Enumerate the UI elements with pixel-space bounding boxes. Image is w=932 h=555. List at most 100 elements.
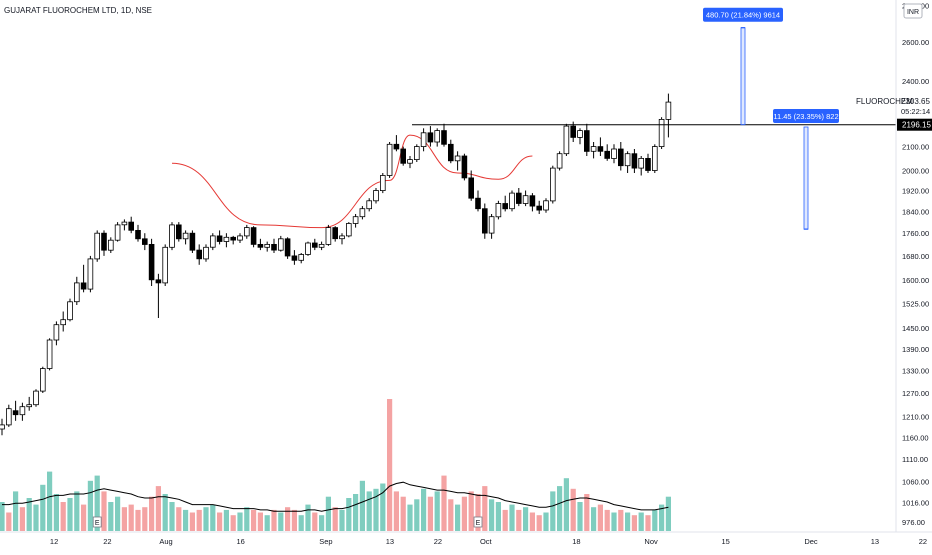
volume-bar [468, 491, 474, 531]
candle-up [223, 236, 230, 242]
candle-up [237, 235, 243, 241]
volume-bar [482, 486, 488, 531]
volume-bar [251, 509, 257, 531]
chart-title: GUJARAT FLUOROCHEM LTD, 1D, NSE [4, 6, 152, 15]
volume-ma-layer [2, 481, 669, 512]
volume-bar [87, 480, 93, 531]
measure-layer: 480.70 (21.84%) 9614 411.45 (23.35%) 8229 [703, 7, 843, 230]
volume-bar [529, 512, 535, 531]
candle-down [441, 130, 447, 145]
candle-down [135, 229, 141, 240]
volume-bar [237, 512, 243, 531]
measure-upper-bar [740, 27, 746, 126]
volume-bar [434, 491, 440, 531]
volume-bar [115, 496, 121, 531]
price-tick-label: 1270.00 [902, 389, 929, 398]
measure-lower-label-bg [773, 109, 839, 123]
candle-down [584, 130, 590, 152]
time-tick-label: 22 [434, 537, 442, 546]
candle-up [386, 143, 393, 176]
volume-bar [393, 491, 399, 531]
price-tick-label: 1450.00 [902, 324, 929, 333]
volume-bar [475, 494, 481, 531]
candle-down [618, 148, 624, 167]
earnings-marker-label: E [95, 520, 100, 527]
time-tick-label: 13 [386, 537, 394, 546]
volume-bar [631, 515, 637, 531]
candle-down [230, 236, 237, 241]
volume-bar [244, 507, 250, 531]
volume-bar [60, 502, 66, 531]
candle-down [481, 208, 488, 234]
candle-up [407, 159, 413, 164]
candle-up [495, 203, 502, 218]
time-axis[interactable]: 1222Aug16Sep1322Oct18Nov15Dec13222022172… [50, 537, 932, 546]
candle-down [189, 232, 196, 251]
volume-bar [101, 491, 107, 531]
price-tick-label: 1110.00 [902, 455, 928, 464]
candle-up [108, 239, 114, 251]
countdown-label: 05:22:14 [901, 107, 930, 116]
volume-bar [305, 504, 311, 531]
candle-up [339, 235, 345, 240]
volume-bar [183, 509, 189, 531]
candle-up [67, 301, 73, 321]
candle-up [26, 404, 32, 408]
candle-down [400, 148, 406, 164]
price-tick-label: 2000.00 [902, 167, 929, 176]
price-tick-label: 1525.00 [902, 299, 929, 308]
volume-bar [210, 504, 216, 531]
candle-up [19, 406, 26, 416]
volume-bar [380, 483, 386, 531]
candle-up [434, 130, 440, 143]
time-tick-label: Dec [804, 537, 818, 546]
candle-down [148, 243, 155, 281]
time-tick-label: 16 [237, 537, 245, 546]
volume-bar [298, 515, 304, 531]
volume-bar [659, 504, 665, 531]
volume-bar [149, 496, 155, 531]
volume-bar [536, 515, 542, 531]
time-tick-label: Nov [644, 537, 658, 546]
candle-up [94, 232, 101, 260]
volume-bar [611, 512, 617, 531]
volume-bar [455, 504, 461, 531]
candle-down [175, 224, 182, 240]
candle-up [454, 155, 461, 162]
volume-bar [461, 496, 467, 531]
price-tick-label: 2400.00 [902, 77, 929, 86]
volume-bar [414, 499, 420, 531]
volume-bar [332, 507, 338, 531]
volume-bar [441, 475, 447, 531]
currency-badge[interactable]: INR [903, 3, 923, 19]
volume-bar [230, 515, 236, 531]
candle-up [359, 208, 366, 218]
resistance-price-tag-label: 2196.15 [902, 121, 931, 130]
candle-down [536, 205, 542, 211]
candle-up [114, 224, 121, 241]
volume-bar [387, 399, 393, 531]
candle-down [284, 238, 291, 257]
volume-bar [339, 509, 345, 531]
volume-bar [257, 512, 263, 531]
candle-down [257, 243, 264, 248]
volume-bar [26, 498, 32, 531]
candle-up [325, 227, 332, 245]
candle-down [291, 255, 298, 261]
price-tick-label: 1330.00 [902, 366, 929, 375]
volume-bar [121, 507, 127, 531]
volume-bar [264, 515, 270, 531]
volume-bar [353, 494, 359, 531]
candle-down [447, 143, 454, 162]
currency-badge-label: INR [907, 9, 919, 16]
volume-bar [359, 480, 365, 531]
volume-bar [502, 509, 508, 531]
candle-down [529, 195, 536, 207]
candle-up [162, 246, 169, 284]
candle-down [271, 243, 277, 251]
price-tick-label: 1680.00 [902, 252, 929, 261]
candle-down [155, 279, 162, 284]
volume-bar [523, 507, 529, 531]
